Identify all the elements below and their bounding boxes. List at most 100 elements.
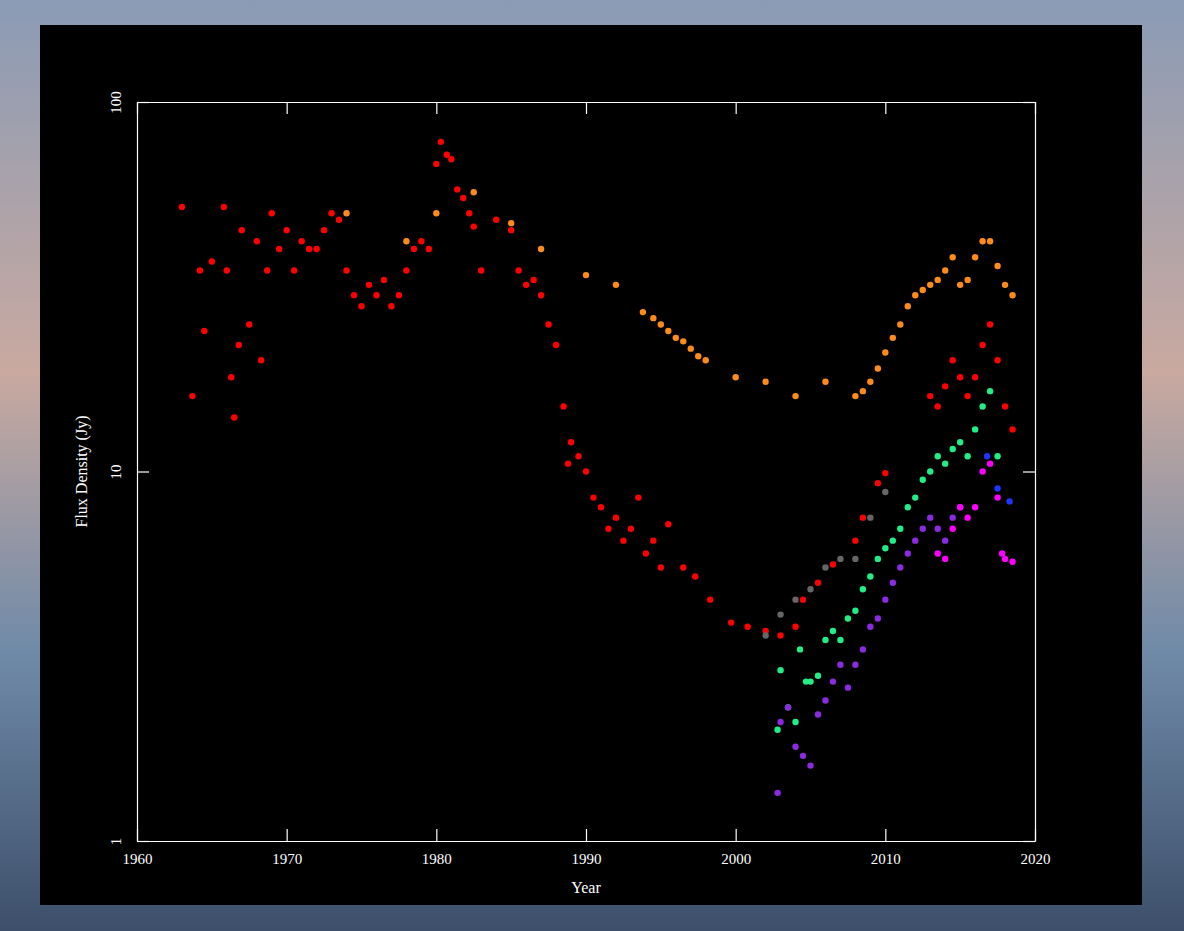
point bbox=[905, 550, 911, 556]
chart: 1960197019801990200020102020110100YearFl… bbox=[0, 0, 1184, 931]
point bbox=[433, 210, 439, 216]
point bbox=[1002, 282, 1008, 288]
point bbox=[999, 550, 1005, 556]
x-axis-title: Year bbox=[571, 879, 601, 896]
tick-mark bbox=[1023, 471, 1035, 472]
point bbox=[905, 303, 911, 309]
point bbox=[258, 357, 264, 363]
point bbox=[815, 711, 821, 717]
tick-label: 1990 bbox=[572, 851, 602, 867]
point bbox=[792, 596, 798, 602]
point bbox=[1002, 556, 1008, 562]
point bbox=[935, 526, 941, 532]
point bbox=[343, 210, 349, 216]
point bbox=[221, 204, 227, 210]
point bbox=[897, 321, 903, 327]
point bbox=[964, 393, 970, 399]
point bbox=[620, 537, 626, 543]
point bbox=[987, 460, 993, 466]
point bbox=[822, 564, 828, 570]
point bbox=[882, 489, 888, 495]
tick-mark bbox=[436, 829, 437, 841]
point bbox=[239, 227, 245, 233]
point bbox=[583, 468, 589, 474]
point bbox=[957, 504, 963, 510]
point bbox=[867, 514, 873, 520]
point bbox=[935, 550, 941, 556]
point bbox=[762, 632, 768, 638]
point bbox=[797, 646, 803, 652]
point bbox=[927, 282, 933, 288]
point bbox=[508, 227, 514, 233]
point bbox=[321, 227, 327, 233]
point bbox=[822, 697, 828, 703]
point bbox=[867, 378, 873, 384]
point bbox=[777, 667, 783, 673]
panel bbox=[40, 25, 1142, 905]
point bbox=[882, 349, 888, 355]
point bbox=[807, 678, 813, 684]
point bbox=[613, 282, 619, 288]
point bbox=[882, 545, 888, 551]
point bbox=[466, 210, 472, 216]
point bbox=[845, 684, 851, 690]
point bbox=[1009, 559, 1015, 565]
point bbox=[964, 277, 970, 283]
point bbox=[837, 662, 843, 668]
point bbox=[673, 335, 679, 341]
tick: 10 bbox=[108, 465, 149, 480]
point bbox=[935, 403, 941, 409]
point bbox=[972, 254, 978, 260]
point bbox=[650, 537, 656, 543]
point bbox=[471, 189, 477, 195]
point bbox=[732, 374, 738, 380]
point bbox=[553, 342, 559, 348]
tick bbox=[1023, 472, 1035, 473]
tick: 2010 bbox=[871, 829, 901, 867]
point bbox=[403, 238, 409, 244]
point bbox=[448, 156, 454, 162]
series bbox=[984, 453, 1013, 505]
point bbox=[912, 292, 918, 298]
point bbox=[852, 662, 858, 668]
point bbox=[508, 220, 514, 226]
point bbox=[920, 477, 926, 483]
point bbox=[987, 388, 993, 394]
tick bbox=[1023, 841, 1035, 842]
point bbox=[875, 615, 881, 621]
point bbox=[830, 678, 836, 684]
point bbox=[785, 704, 791, 710]
point bbox=[444, 152, 450, 158]
point bbox=[890, 537, 896, 543]
point bbox=[276, 246, 282, 252]
point bbox=[774, 727, 780, 733]
point bbox=[777, 719, 783, 725]
point bbox=[792, 393, 798, 399]
tick-mark bbox=[586, 102, 587, 114]
point bbox=[680, 564, 686, 570]
point bbox=[822, 637, 828, 643]
point bbox=[949, 357, 955, 363]
point bbox=[228, 374, 234, 380]
point bbox=[777, 611, 783, 617]
point bbox=[852, 393, 858, 399]
tick bbox=[885, 102, 886, 114]
point bbox=[912, 494, 918, 500]
y-axis: 110100 bbox=[108, 91, 149, 845]
point bbox=[628, 526, 634, 532]
point bbox=[381, 277, 387, 283]
tick: 1970 bbox=[272, 829, 302, 867]
tick bbox=[287, 102, 288, 114]
tick-mark bbox=[137, 471, 149, 472]
point bbox=[852, 608, 858, 614]
point bbox=[343, 267, 349, 273]
point bbox=[800, 596, 806, 602]
point bbox=[994, 263, 1000, 269]
point bbox=[942, 267, 948, 273]
point bbox=[658, 564, 664, 570]
point bbox=[927, 393, 933, 399]
point bbox=[949, 254, 955, 260]
point bbox=[942, 383, 948, 389]
point bbox=[269, 210, 275, 216]
tick-mark bbox=[137, 841, 149, 842]
